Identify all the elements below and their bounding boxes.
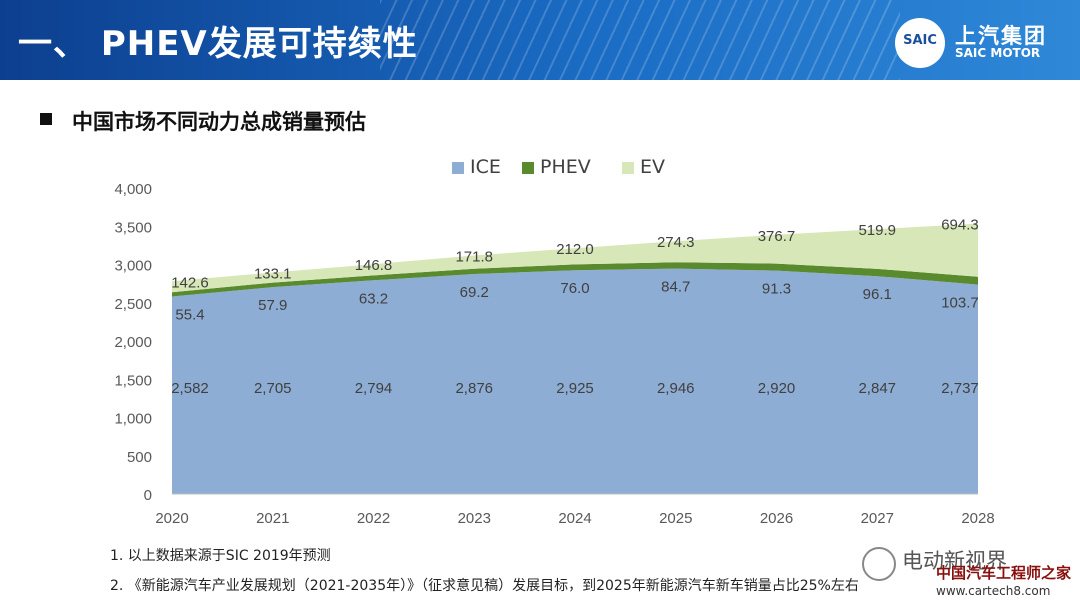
x-tick-label: 2024	[558, 510, 591, 527]
title-banner: 一、 PHEV发展可持续性 SAIC 上汽集团 SAIC MOTOR	[0, 0, 1080, 80]
legend-swatch-ice	[452, 162, 464, 174]
banner-decoration	[380, 0, 900, 80]
x-tick-label: 2028	[961, 510, 994, 527]
legend-label-ice: ICE	[470, 156, 501, 178]
legend-swatch-ev	[622, 162, 634, 174]
data-label-ev: 146.8	[355, 257, 393, 274]
data-label-phev: 96.1	[863, 286, 892, 303]
area-ev	[172, 223, 978, 293]
data-label-phev: 91.3	[762, 281, 791, 298]
footnote-1: 1. 以上数据来源于SIC 2019年预测	[110, 548, 331, 564]
page-title: 一、 PHEV发展可持续性	[18, 24, 418, 64]
y-tick-label: 2,500	[114, 296, 152, 313]
data-label-ice: 2,705	[254, 380, 292, 397]
saic-badge-text: SAIC	[903, 33, 937, 48]
y-tick-label: 0	[144, 487, 152, 504]
data-label-ev: 171.8	[455, 249, 493, 266]
logo-english-name: SAIC MOTOR	[955, 46, 1041, 60]
x-tick-label: 2026	[760, 510, 793, 527]
data-label-ev: 376.7	[758, 228, 796, 245]
y-tick-label: 2,000	[114, 334, 152, 351]
data-label-ev: 694.3	[941, 217, 979, 234]
data-label-ice: 2,920	[758, 380, 796, 397]
wechat-icon	[862, 547, 896, 581]
data-label-ev: 519.9	[858, 222, 896, 239]
saic-logo: SAIC 上汽集团 SAIC MOTOR	[895, 18, 1065, 68]
data-label-ice: 2,946	[657, 380, 695, 397]
watermark: 电动新视界 中国汽车工程师之家 www.cartech8.com	[862, 543, 1077, 605]
footnote-2: 2. 《新能源汽车产业发展规划（2021-2035年）》（征求意见稿）发展目标，…	[110, 578, 859, 594]
data-label-ev: 142.6	[171, 274, 209, 291]
data-label-phev: 84.7	[661, 279, 690, 296]
x-tick-label: 2022	[357, 510, 390, 527]
x-tick-label: 2027	[861, 510, 894, 527]
square-bullet-icon	[40, 113, 52, 125]
watermark-line-3: www.cartech8.com	[936, 584, 1051, 598]
y-tick-label: 500	[127, 449, 152, 466]
area-ice	[172, 268, 978, 494]
y-tick-label: 1,000	[114, 411, 152, 428]
data-label-ice: 2,582	[171, 380, 209, 397]
data-label-ice: 2,876	[455, 380, 493, 397]
chart-subtitle: 中国市场不同动力总成销量预估	[72, 110, 366, 134]
data-label-phev: 57.9	[258, 297, 287, 314]
legend-label-phev: PHEV	[540, 156, 591, 178]
y-tick-label: 3,000	[114, 258, 152, 275]
area-phev	[172, 262, 978, 297]
data-label-ev: 133.1	[254, 265, 292, 282]
x-tick-label: 2021	[256, 510, 289, 527]
legend-swatch-phev	[522, 162, 534, 174]
y-tick-label: 4,000	[114, 181, 152, 198]
data-label-phev: 63.2	[359, 290, 388, 307]
x-tick-label: 2020	[155, 510, 188, 527]
data-label-ice: 2,925	[556, 380, 594, 397]
data-label-ev: 274.3	[657, 234, 695, 251]
data-label-ice: 2,794	[355, 380, 393, 397]
data-label-phev: 76.0	[560, 280, 589, 297]
watermark-line-2: 中国汽车工程师之家	[936, 564, 1072, 582]
x-tick-label: 2025	[659, 510, 692, 527]
watermark-line-1: 电动新视界	[902, 549, 1007, 573]
x-tick-label: 2023	[458, 510, 491, 527]
data-label-ev: 212.0	[556, 241, 594, 258]
data-label-phev: 103.7	[941, 295, 979, 312]
saic-badge-icon: SAIC	[895, 18, 945, 68]
data-label-ice: 2,847	[858, 380, 896, 397]
data-label-phev: 69.2	[460, 284, 489, 301]
data-label-phev: 55.4	[175, 306, 204, 323]
y-tick-label: 3,500	[114, 219, 152, 236]
logo-chinese-name: 上汽集团	[955, 24, 1047, 48]
y-tick-label: 1,500	[114, 372, 152, 389]
legend-label-ev: EV	[640, 156, 666, 178]
data-label-ice: 2,737	[941, 380, 979, 397]
